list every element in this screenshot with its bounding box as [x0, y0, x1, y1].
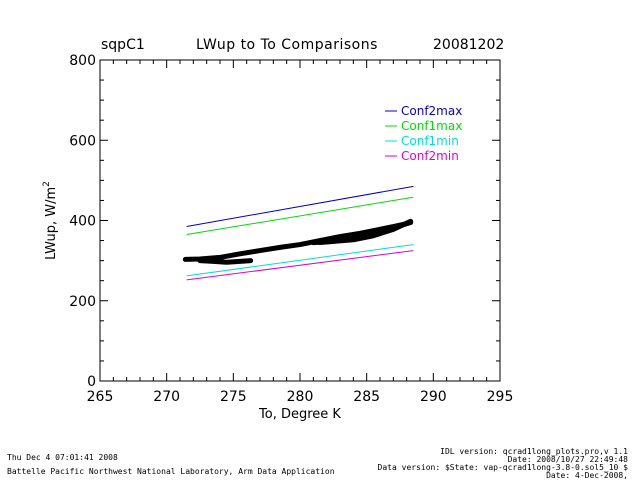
observed-trace-3: [197, 258, 254, 265]
x-tick-label: 280: [287, 389, 314, 405]
y-tick-label: 400: [69, 214, 96, 230]
y-axis-label: LWup, W/m2: [42, 181, 59, 260]
observed-trace-1: [182, 220, 414, 262]
y-tick-label: 200: [69, 294, 96, 310]
series-line-conf2max: [186, 185, 414, 228]
y-tick-label: 800: [69, 53, 96, 69]
footer-idl-version: IDL version: qcrad1long_plots.pro,v 1.1: [440, 447, 628, 456]
series-line-conf1min: [186, 244, 414, 277]
x-tick-label: 285: [353, 389, 380, 405]
y-tick-label: 0: [87, 374, 96, 390]
legend-label-conf2max: Conf2max: [401, 104, 462, 118]
series-line-conf2min: [186, 250, 414, 281]
x-tick-label: 295: [487, 389, 514, 405]
series-line-conf1max: [186, 196, 414, 236]
x-tick-label: 270: [153, 389, 180, 405]
series-layer: [186, 185, 414, 281]
footer-lab: Battelle Pacific Northwest National Labo…: [7, 467, 335, 476]
date-label: 20081202: [433, 37, 505, 53]
x-tick-label: 265: [87, 389, 114, 405]
legend-label-conf1min: Conf1min: [401, 134, 459, 148]
legend-label-conf1max: Conf1max: [401, 119, 462, 133]
observed-trace-2: [310, 218, 414, 246]
footer-data-version: Data version: $State: vap-qcrad1long-3.8…: [377, 463, 628, 472]
y-tick-label: 600: [69, 133, 96, 149]
chart-title: LWup to To Comparisons: [196, 37, 378, 53]
footer-timestamp: Thu Dec 4 07:01:41 2008: [7, 453, 118, 462]
site-label: sqpC1: [101, 37, 145, 53]
x-tick-label: 290: [420, 389, 447, 405]
observed-data: [182, 218, 414, 265]
footer-idl-date: Date: 2008/10/27 22:49:48: [507, 455, 628, 464]
axes: 265 270 275 280 285 290 295 0 200 400 600 800 To, De…: [42, 53, 513, 422]
x-axis-label: To, Degree K: [258, 407, 341, 422]
legend-label-conf2min: Conf2min: [401, 149, 459, 163]
x-tick-label: 275: [220, 389, 247, 405]
footer-data-date: Date: 4-Dec-2008,: [546, 471, 628, 480]
